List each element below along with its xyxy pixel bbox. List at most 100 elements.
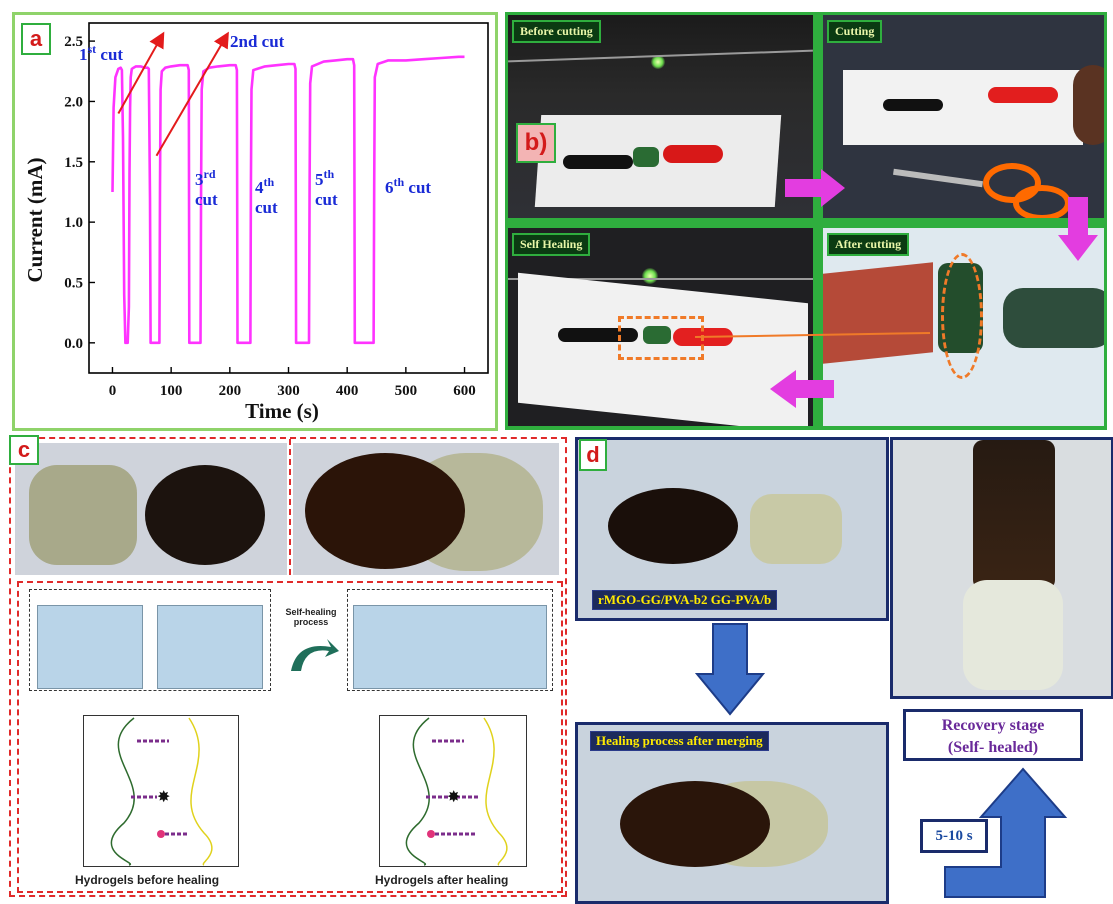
photo-self-healing: Self Healing [508,228,813,426]
photo-two-gels [15,443,287,575]
x-tick-label: 0 [109,383,117,399]
scissors-blade [893,168,983,188]
chart-axes: 0 100 200 300 400 500 600 0.0 0.5 1.0 1.5 2.0 2.5 [64,22,489,399]
x-axis-label: Time (s) [245,399,319,423]
photo-after-cutting: After cutting [823,228,1104,426]
chart-annotations: 1st cut 2nd cut 3rd cut 4th cut 5th cut 6th cut [79,31,431,217]
stretched-gel-clear [963,580,1063,690]
x-tick-label: 200 [219,383,242,399]
current-series-line [111,55,465,345]
panel-c-letter: c [9,435,39,465]
network-box-before [29,589,271,691]
process-label-line2: process [293,617,329,627]
divider-vertical [289,439,291,575]
cut-label: 5th cut [315,167,338,209]
arrow-2nd-cut [155,31,229,157]
panel-a-letter: a [21,23,51,55]
led-glow [642,268,658,284]
sample-label: rMGO-GG/PVA-b2 GG-PVA/b [592,590,778,610]
panel-d-letter: d [579,439,607,471]
photo-recovery [890,437,1113,699]
network-box-after [347,589,553,691]
black-clip [563,155,633,169]
merged-gel-dark [305,453,465,569]
clear-gel [750,494,842,564]
red-clip [988,87,1058,103]
gel-cube-1 [37,605,143,689]
merge-label: Healing process after merging [590,731,769,751]
highlight-box [618,316,704,360]
recovery-box: Recovery stage (Self- healed) [903,709,1083,761]
caption-before-healing: Hydrogels before healing [75,873,220,887]
panel-a: a 0 100 200 300 400 500 600 0.0 0.5 1.0 1.5 2.0 2.5 … [12,12,498,431]
current-time-chart: 0 100 200 300 400 500 600 0.0 0.5 1.0 1.5 2.0 2.5 1s… [23,22,489,423]
panel-d: rMGO-GG/PVA-b2 GG-PVA/b d Healing proces… [573,437,1113,904]
dark-gel [608,488,738,564]
x-tick-label: 300 [277,383,300,399]
chain-lines: ✸ ✸ [110,717,508,866]
hand [1073,65,1104,145]
y-tick-label: 2.5 [64,34,83,50]
arrow-right [785,169,845,207]
photo-before-cutting: Before cutting b) [508,15,813,218]
y-tick-label: 0.5 [64,275,83,291]
arrow-down [1058,197,1098,261]
chain-box-before [83,715,239,867]
process-label: Self-healing process [281,607,341,627]
photo-merged-gel [293,443,559,575]
schematic-area: Self-healing process ✸ ✸ Hydrogels befor… [17,581,563,893]
recovery-line2: (Self- healed) [947,739,1039,756]
y-tick-label: 1.5 [64,155,83,171]
sample-piece [643,326,671,344]
panel-c: c Self-healing process ✸ ✸ [9,435,567,897]
red-clip [663,145,723,163]
sample-piece [633,147,659,167]
x-tick-label: 400 [336,383,359,399]
cut-label: 4th cut [255,175,278,217]
arrow-up-blue [944,767,1068,898]
wire [508,278,813,280]
photo-samples: rMGO-GG/PVA-b2 GG-PVA/b [575,437,889,621]
recovery-line1: Recovery stage [941,717,1045,734]
cut-label: 1st cut [79,42,123,64]
x-tick-label: 600 [453,383,476,399]
y-tick-label: 0.0 [64,336,83,352]
label-before-cutting: Before cutting [512,20,601,43]
green-clip-zoom [1003,288,1104,348]
svg-text:✸: ✸ [447,789,460,806]
scissors-handle-1 [983,163,1041,203]
led-glow [651,55,665,69]
x-tick-label: 100 [160,383,183,399]
chart-plot [111,55,465,345]
caption-after-healing: Hydrogels after healing [375,873,509,887]
clear-gel [29,465,137,565]
arrow-1st-cut [117,31,165,115]
y-axis-label: Current (mA) [23,157,47,282]
cut-label: 3rd cut [195,167,218,209]
panel-b-letter: b) [516,123,556,163]
black-clip [883,99,943,111]
stretched-gel-dark [973,440,1055,590]
gel-cube-2 [157,605,263,689]
curved-arrow [291,639,339,671]
label-self-healing: Self Healing [512,233,591,256]
gel-cube-merged [353,605,547,689]
photo-merged: Healing process after merging [575,722,889,904]
x-tick-label: 500 [395,383,418,399]
panel-b: Before cutting b) Cutting Self Healing A… [505,12,1107,430]
photo-cutting: Cutting [823,15,1104,218]
cut-label: 2nd cut [230,32,285,51]
red-clip-zoom [823,262,933,364]
label-cutting: Cutting [827,20,883,43]
y-tick-label: 2.0 [64,94,83,110]
y-tick-label: 1.0 [64,215,83,231]
arrow-left [770,370,834,408]
merged-gel-dark [620,781,770,867]
dark-gel [145,465,265,565]
chain-box-after [379,715,527,867]
arrow-down-blue [695,623,765,716]
highlight-ellipse [941,253,983,379]
process-label-line1: Self-healing [285,607,337,617]
label-after-cutting: After cutting [827,233,910,256]
cut-label: 6th cut [385,175,431,197]
